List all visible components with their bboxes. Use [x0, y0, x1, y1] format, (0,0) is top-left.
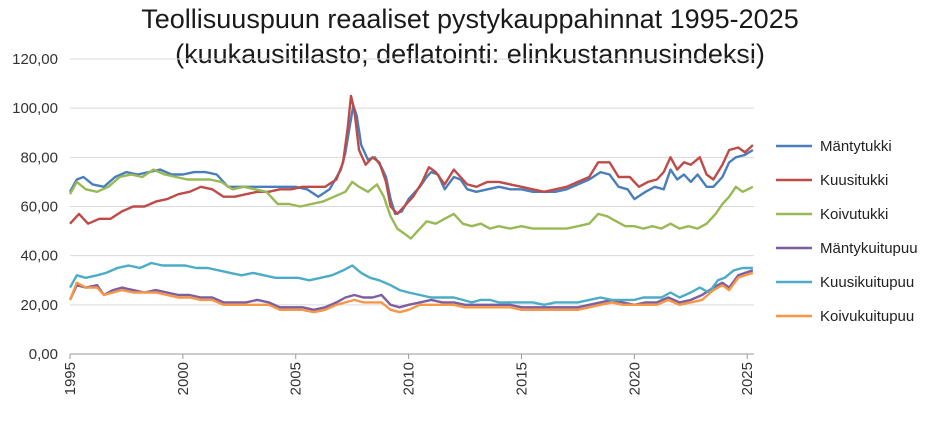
- y-tick-label: 60,00: [20, 199, 58, 216]
- chart-title-block: Teollisuuspuun reaaliset pystykauppahinn…: [0, 2, 940, 72]
- y-tick-label: 120,00: [12, 51, 58, 68]
- x-tick-label: 2010: [401, 362, 418, 395]
- y-tick-label: 20,00: [20, 297, 58, 314]
- chart-subtitle: (kuukausitilasto; deflatointi: elinkusta…: [175, 39, 765, 69]
- series-line-kuusitukki: [69, 94, 754, 225]
- x-tick-label: 2015: [513, 362, 530, 395]
- y-tick-label: 100,00: [12, 100, 58, 117]
- legend-label: Kuusitukki: [820, 172, 888, 189]
- x-tick-label: 1995: [62, 362, 79, 395]
- y-tick-label: 40,00: [20, 248, 58, 265]
- legend-label: Koivukuitupuu: [820, 308, 914, 325]
- x-tick-label: 2025: [739, 362, 756, 395]
- series-line-mäntykuitupuu: [68, 269, 754, 311]
- series-line-koivukuitupuu: [68, 271, 754, 314]
- y-tick-label: 0,00: [29, 346, 58, 363]
- x-tick-label: 2020: [626, 362, 643, 395]
- x-tick-label: 2005: [288, 362, 305, 395]
- x-tick-label: 2000: [175, 362, 192, 395]
- series-line-kuusikuitupuu: [68, 261, 753, 306]
- legend-label: Mäntykuitupuu: [820, 240, 918, 257]
- y-tick-label: 80,00: [20, 149, 58, 166]
- legend-label: Kuusikuitupuu: [820, 274, 914, 291]
- legend-label: Mäntytukki: [820, 138, 892, 155]
- series-line-koivutukki: [68, 168, 754, 240]
- legend-label: Koivutukki: [820, 206, 888, 223]
- chart-title: Teollisuuspuun reaaliset pystykauppahinn…: [141, 4, 799, 34]
